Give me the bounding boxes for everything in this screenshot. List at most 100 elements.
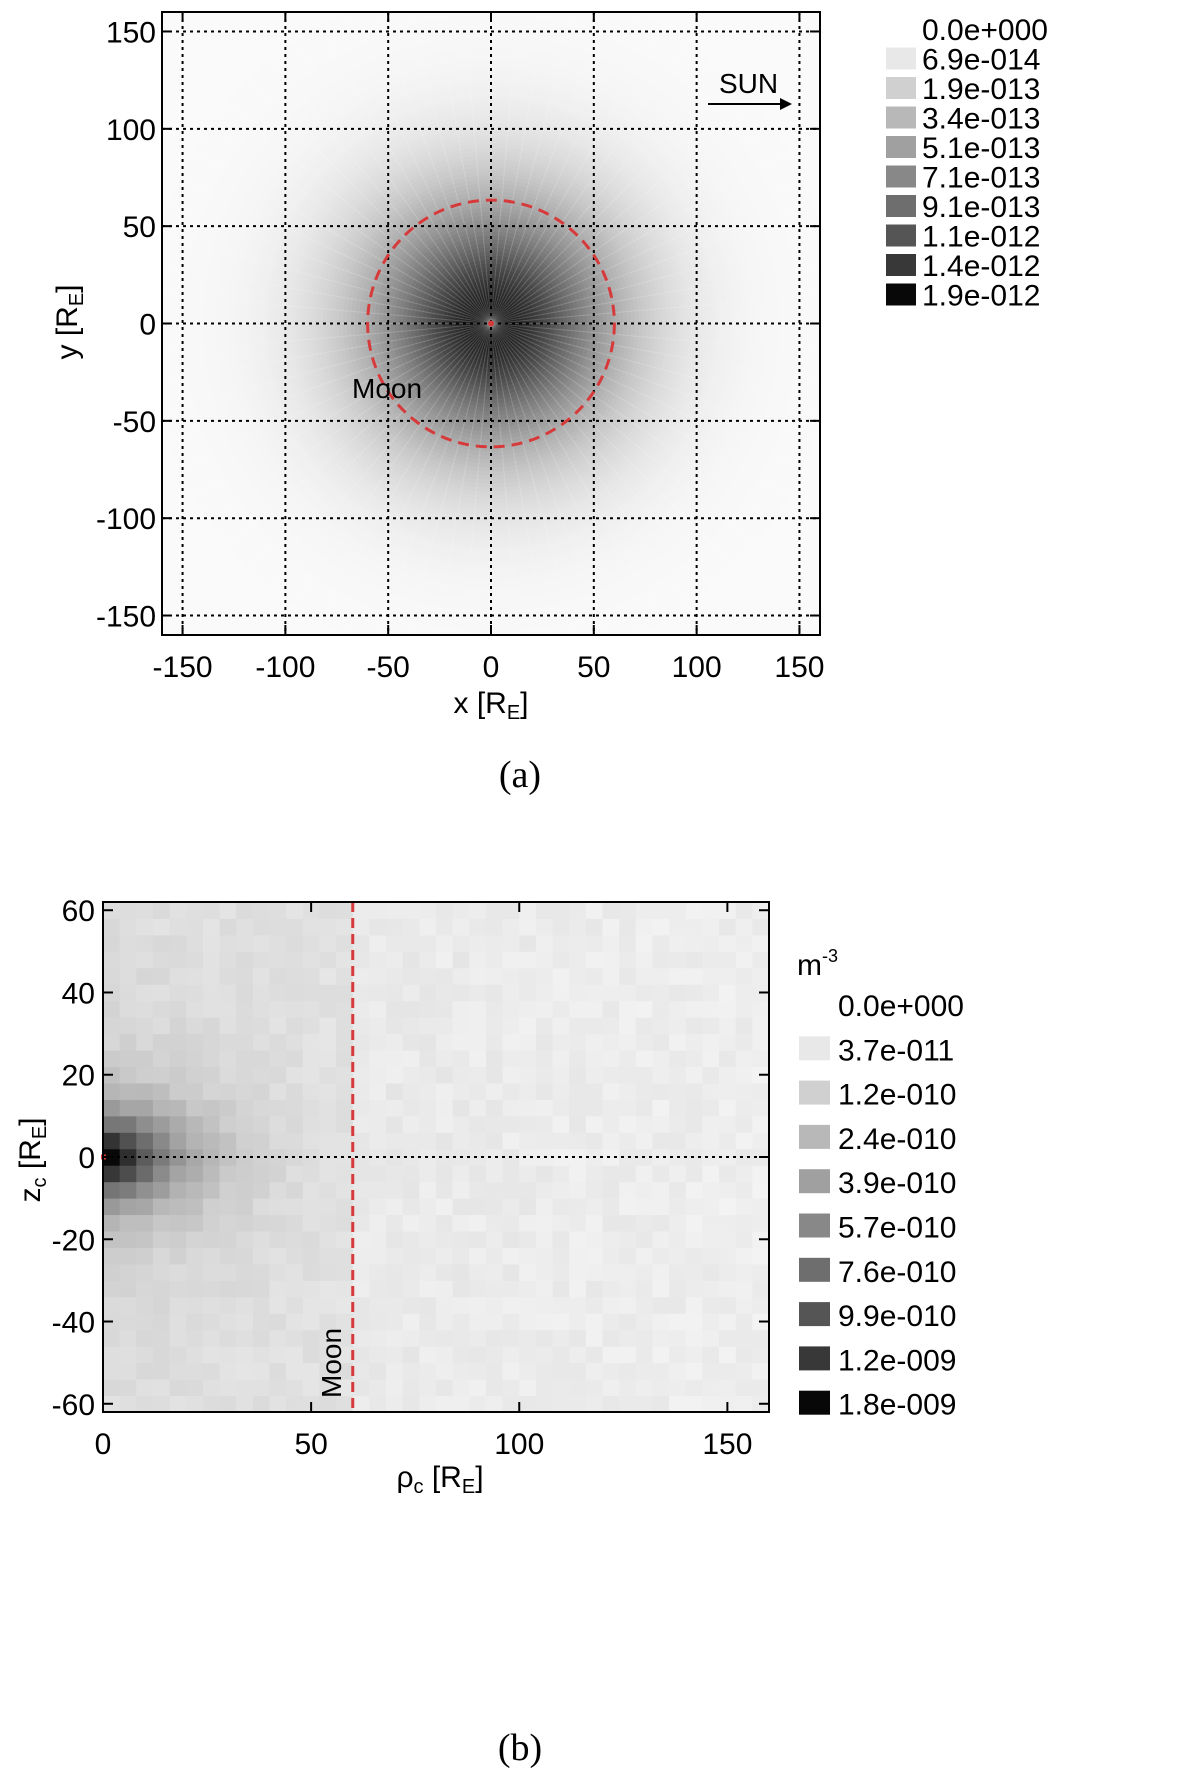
panel-a-moon-orbit [366,198,616,449]
legend-swatch [886,106,916,129]
heatmap-cell [602,1362,620,1380]
heatmap-cell [519,1082,537,1100]
heatmap-cell [286,1231,304,1248]
heatmap-cell [369,1066,387,1084]
heatmap-radial-line [162,323,492,413]
heatmap-cell [169,1231,187,1248]
heatmap-cell [202,1181,221,1199]
heatmap-cell [119,951,137,969]
heatmap-cell [319,1263,337,1281]
heatmap-cell [369,1181,387,1199]
heatmap-cell [669,1115,687,1133]
heatmap-cell [685,1247,703,1265]
heatmap-cell [302,984,320,1002]
heatmap-cell [669,1395,687,1412]
heatmap-cell [519,1247,537,1265]
heatmap-cell [669,1379,687,1397]
heatmap-cell [502,1181,520,1199]
heatmap-cell [286,1115,304,1133]
heatmap-cell [602,1346,620,1364]
heatmap-radial-line [162,169,492,324]
heatmap-cell [752,1033,769,1051]
heatmap-cell [319,1362,337,1380]
panel-b-caption: (b) [498,1727,542,1769]
heatmap-cell [269,1181,287,1199]
heatmap-cell [719,1231,737,1248]
heatmap-cell [585,1329,603,1347]
heatmap-cell [452,1198,470,1216]
heatmap-cell [386,1033,404,1051]
heatmap-cell [252,1165,270,1183]
panel-a-y-ticks: -150 -100 -50 0 50 100 150 [96,16,820,634]
heatmap-cell [436,1395,454,1412]
heatmap-cell [452,984,470,1002]
heatmap-cell [635,1280,653,1298]
heatmap-cell [319,902,337,919]
heatmap-cell [535,1296,554,1314]
heatmap-cell [469,1050,487,1068]
heatmap-cell [402,1231,420,1248]
legend-swatch [799,1257,830,1282]
heatmap-cell [485,1148,504,1166]
legend-label: 3.7e-011 [838,1034,954,1067]
heatmap-cell [436,1017,454,1035]
heatmap-cell [386,1280,404,1298]
heatmap-cell [685,1082,703,1100]
heatmap-cell [386,1247,404,1265]
heatmap-cell [735,1280,753,1298]
heatmap-cell [669,1181,687,1199]
heatmap-cell [236,1181,254,1199]
heatmap-cell [452,1033,470,1051]
heatmap-cell [469,1033,487,1051]
heatmap-cell [452,1296,470,1314]
heatmap-cell [369,1000,387,1018]
heatmap-cell [585,1379,603,1397]
heatmap-cell [602,1198,620,1216]
heatmap-cell [386,1000,404,1018]
heatmap-cell [502,1263,520,1281]
heatmap-cell [252,1313,270,1331]
panel-a-moon-label: Moon [352,373,422,404]
heatmap-cell [236,984,254,1002]
heatmap-cell [702,1066,720,1084]
heatmap-radial-line [463,323,492,635]
heatmap-cell [619,1198,637,1216]
heatmap-cell [585,1346,603,1364]
heatmap-cell [569,1181,587,1199]
legend-label: 3.9e-010 [838,1167,956,1200]
heatmap-cell [535,1000,554,1018]
heatmap-cell [119,1296,137,1314]
heatmap-cell [369,984,387,1002]
heatmap-cell [336,951,354,969]
heatmap-radial-line [228,323,492,635]
heatmap-cell [502,1214,520,1232]
heatmap-cell [119,1346,137,1364]
x-tick-label: 100 [494,1428,544,1461]
heatmap-cell [735,1296,753,1314]
heatmap-cell [552,1247,570,1265]
heatmap-cell [302,1066,320,1084]
heatmap-cell [602,1296,620,1314]
heatmap-cell [535,1066,554,1084]
heatmap-cell [419,1198,437,1216]
heatmap-cell [485,1247,504,1265]
heatmap-cell [685,1017,703,1035]
heatmap-cell [635,1214,653,1232]
heatmap-cell [752,1000,769,1018]
heatmap-cell [286,1000,304,1018]
heatmap-cell [569,1000,587,1018]
heatmap-cell [669,1329,687,1347]
heatmap-cell [635,1247,653,1265]
heatmap-cell [302,1379,320,1397]
legend-label: 5.7e-010 [838,1212,956,1245]
heatmap-radial-line [162,323,492,555]
panel-a-x-axis-label: x [RE] [453,687,528,724]
heatmap-cell [319,1379,337,1397]
heatmap-cell [302,1148,320,1166]
heatmap-cell [685,1198,703,1216]
heatmap-radial-line [162,132,492,324]
heatmap-cell [369,1165,387,1183]
heatmap-cell [336,1165,354,1183]
heatmap-cell [252,1346,270,1364]
heatmap-cell [186,1033,204,1051]
